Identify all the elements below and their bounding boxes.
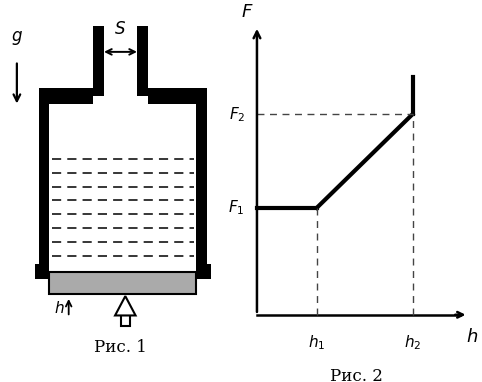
Polygon shape (115, 296, 135, 316)
Text: $F_2$: $F_2$ (228, 105, 245, 123)
Bar (120, 316, 130, 326)
Text: Рис. 1: Рис. 1 (94, 339, 147, 356)
Text: $F$: $F$ (241, 3, 253, 21)
Text: Рис. 2: Рис. 2 (330, 368, 383, 382)
Text: $S$: $S$ (115, 21, 126, 38)
Bar (39, 96, 50, 272)
Bar (147, 88, 207, 104)
Text: $F_1$: $F_1$ (228, 199, 245, 217)
Bar (197, 96, 207, 272)
Bar (39, 88, 94, 104)
Bar (35, 264, 50, 278)
Text: $h$: $h$ (54, 300, 65, 316)
Text: $h$: $h$ (466, 328, 479, 346)
Text: $g$: $g$ (11, 29, 23, 47)
Text: $h_2$: $h_2$ (404, 333, 421, 352)
Bar (137, 26, 147, 96)
Bar (197, 264, 211, 278)
Text: $h_1$: $h_1$ (308, 333, 325, 352)
Bar (94, 26, 104, 96)
Bar (50, 272, 196, 295)
